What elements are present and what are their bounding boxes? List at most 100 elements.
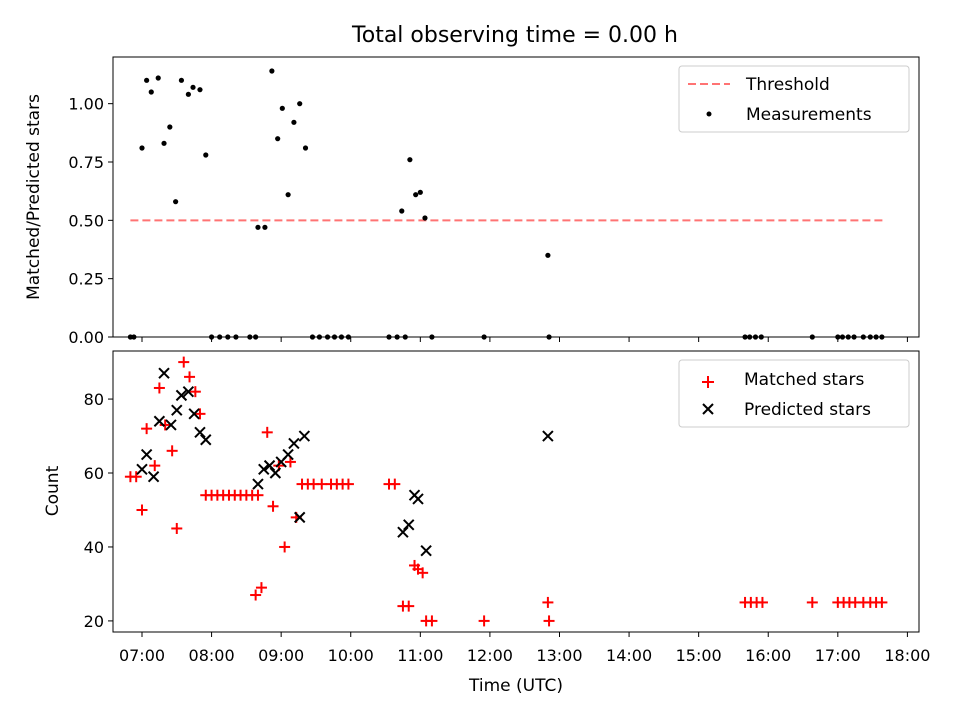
bottom-plot-frame (112, 350, 920, 633)
measurement-point (297, 101, 303, 107)
measurement-point (873, 334, 879, 340)
predicted-star-point (397, 526, 409, 538)
measurement-point (402, 334, 408, 340)
matched-star-point (166, 445, 178, 457)
legend-matched-swatch (702, 376, 714, 388)
top-y-axis-label: Matched/Predicted stars (24, 94, 44, 300)
measurement-point (546, 334, 552, 340)
measurement-point (185, 91, 191, 97)
predicted-star-stroke (269, 467, 282, 479)
predicted-star-point (294, 511, 306, 524)
predicted-star-point (171, 404, 183, 416)
measurement-point (316, 334, 323, 340)
predicted-star-point (188, 408, 200, 420)
measurement-point (407, 157, 413, 163)
top-y-ticks: 0.00 0.25 0.50 0.75 1.00 (68, 95, 113, 347)
top-plot-frame (112, 56, 920, 338)
top-legend-box (678, 65, 910, 133)
measurement-point (309, 334, 316, 340)
measurement-point (413, 192, 419, 198)
predicted-star-stroke (397, 526, 409, 538)
measurement-point (291, 119, 297, 125)
predicted-star-point (258, 463, 270, 476)
x-tick-label: 10:00 (328, 646, 374, 665)
measurement-point (345, 334, 352, 340)
predicted-star-point (147, 471, 160, 483)
matched-star-point (478, 615, 490, 627)
bottom-legend-box (678, 359, 910, 428)
legend-threshold-label: Threshold (745, 75, 830, 95)
predicted-star-point (140, 448, 153, 461)
matched-star-point (261, 426, 273, 438)
predicted-star-point (269, 467, 282, 479)
matched-star-point (153, 382, 165, 394)
predicted-star-point (263, 459, 276, 472)
measurement-point (197, 87, 203, 93)
predicted-star-stroke (200, 434, 212, 446)
measurement-point (879, 334, 885, 340)
predicted-star-stroke (294, 511, 306, 524)
matched-star-point (171, 522, 183, 534)
measurement-points (127, 68, 885, 340)
measurement-point (839, 334, 846, 340)
legend-predicted-swatch (702, 403, 714, 415)
predicted-star-stroke (140, 448, 153, 461)
measurement-point (139, 145, 145, 151)
matched-star-point (403, 600, 415, 612)
x-tick-label: 14:00 (606, 646, 652, 665)
predicted-star-point (158, 367, 170, 379)
predicted-star-point (412, 493, 424, 505)
measurement-point (758, 334, 764, 340)
matched-star-point (279, 541, 291, 553)
measurement-point (178, 77, 185, 83)
measurement-point (742, 334, 748, 340)
predicted-star-stroke (258, 463, 270, 476)
matched-star-point (542, 596, 554, 608)
matched-star-point (178, 356, 190, 368)
predicted-star-stroke (252, 478, 264, 490)
predicted-star-stroke (412, 493, 424, 505)
predicted-star-point (200, 434, 212, 446)
measurement-point (386, 334, 392, 340)
measurement-point (148, 89, 154, 95)
measurement-point (144, 77, 150, 83)
bottom-y-ticks: 20 40 60 80 (84, 390, 113, 631)
measurement-point (275, 136, 281, 142)
matched-star-point (417, 567, 429, 579)
x-tick-label: 07:00 (119, 646, 165, 665)
predicted-star-point (175, 389, 188, 402)
x-tick-label: 18:00 (884, 646, 930, 665)
matched-star-point (543, 615, 555, 627)
top-y-tick-label: 0.00 (68, 328, 104, 347)
predicted-star-stroke (282, 448, 294, 461)
matched-star-point (252, 489, 264, 501)
predicted-star-point (136, 463, 148, 476)
matched-star-point (267, 500, 279, 512)
predicted-star-point (298, 430, 311, 442)
measurement-point (279, 105, 285, 111)
predicted-star-stroke (147, 471, 160, 483)
measurement-point (262, 224, 268, 230)
measurement-point (399, 208, 405, 214)
measurement-point (285, 192, 291, 198)
predicted-star-stroke (194, 426, 206, 439)
bottom-y-tick-label: 20 (84, 612, 104, 631)
x-tick-label: 12:00 (467, 646, 513, 665)
predicted-star-stroke (288, 437, 300, 450)
measurement-point (835, 334, 841, 340)
x-tick-label: 13:00 (536, 646, 582, 665)
chart-title: Total observing time = 0.00 h (351, 23, 678, 48)
matched-star-point (194, 408, 206, 420)
measurement-point (155, 75, 161, 81)
measurement-point (233, 334, 239, 340)
measurement-point (255, 224, 261, 230)
matched-star-point (426, 615, 438, 627)
predicted-star-stroke (175, 389, 188, 402)
matched-star-point (149, 460, 161, 472)
measurement-point (422, 215, 428, 221)
predicted-star-stroke (153, 415, 166, 427)
matched-star-point (316, 478, 328, 490)
measurement-point (208, 334, 215, 340)
count-points (124, 356, 888, 627)
